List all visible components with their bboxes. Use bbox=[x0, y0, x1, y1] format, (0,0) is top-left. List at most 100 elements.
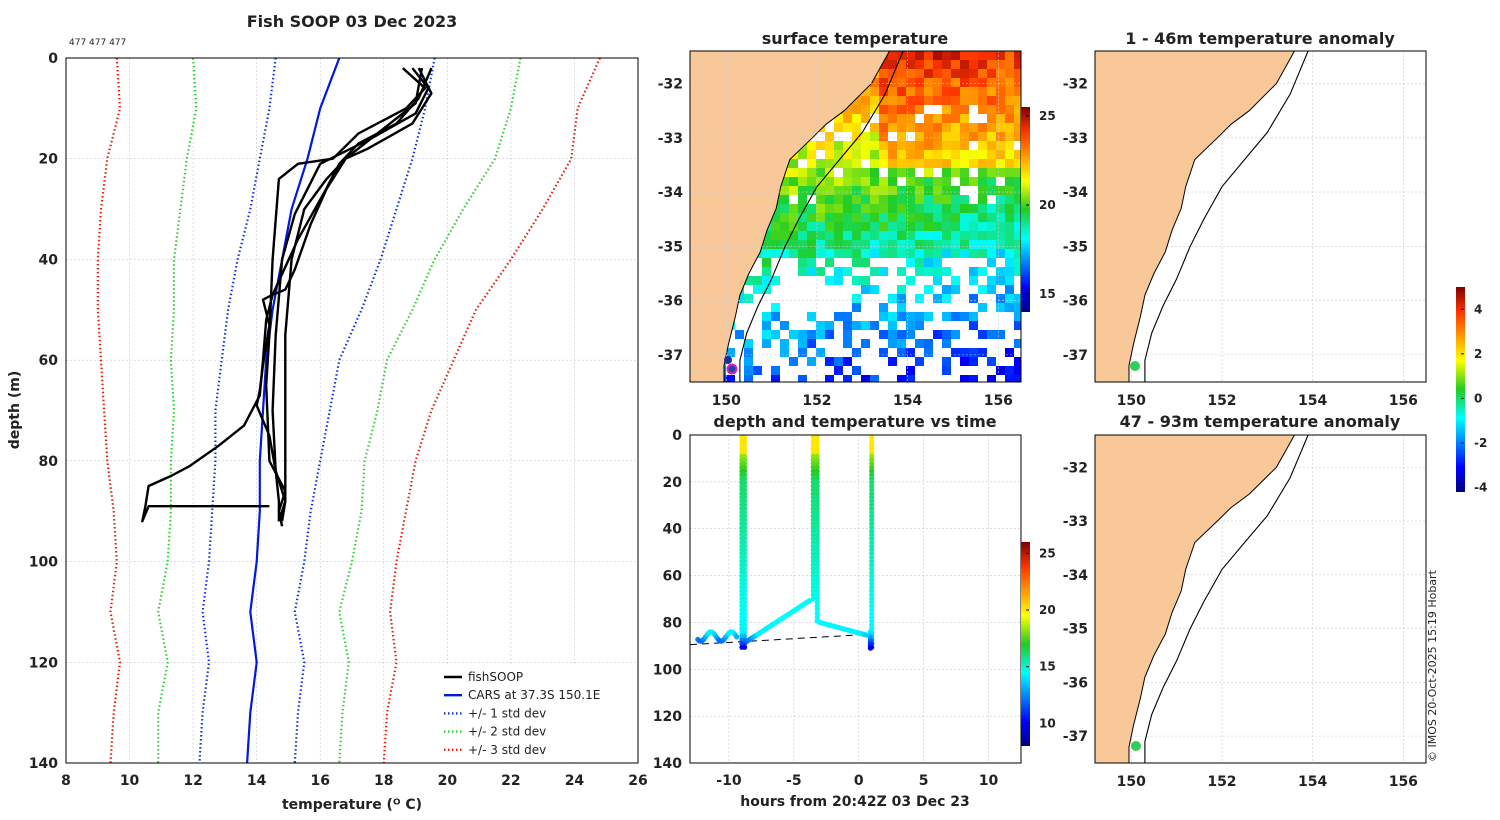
depth-temp-point bbox=[741, 513, 748, 519]
sst-cell bbox=[1005, 276, 1014, 285]
lat-tick-label: -35 bbox=[1063, 622, 1088, 638]
depth-temp-point bbox=[810, 438, 816, 444]
sst-cell bbox=[1005, 267, 1014, 276]
sst-cell bbox=[942, 150, 951, 159]
sst-cell bbox=[942, 177, 951, 186]
sst-cell bbox=[789, 330, 798, 339]
sst-cell bbox=[771, 213, 780, 222]
sst-cell bbox=[906, 321, 915, 330]
sst-cell bbox=[906, 141, 915, 150]
sst-cell bbox=[1005, 123, 1014, 132]
sst-cell bbox=[978, 213, 987, 222]
sst-cell bbox=[843, 186, 852, 195]
sst-cell bbox=[807, 249, 816, 258]
sst-cell bbox=[996, 114, 1005, 123]
sst-cell bbox=[978, 51, 987, 60]
sst-cell bbox=[735, 330, 744, 339]
depth-temp-point bbox=[810, 494, 816, 500]
sst-cell bbox=[861, 150, 870, 159]
sst-cell bbox=[807, 267, 816, 276]
depth-temp-point bbox=[814, 580, 820, 587]
sst-cell bbox=[933, 276, 942, 285]
isobath-contour bbox=[1144, 435, 1309, 763]
sst-cell bbox=[1014, 312, 1021, 321]
depth-temp-point bbox=[814, 584, 820, 590]
sst-cell bbox=[897, 249, 906, 258]
sst-cell bbox=[915, 267, 924, 276]
sst-cell bbox=[843, 159, 852, 168]
sst-cell bbox=[960, 132, 969, 141]
lon-tick-label: 154 bbox=[1298, 774, 1327, 790]
sst-cell bbox=[933, 186, 942, 195]
sst-cell bbox=[1014, 168, 1021, 177]
colorbar-tick-label: 2 bbox=[1474, 347, 1482, 361]
sst-cell bbox=[924, 339, 933, 348]
sst-cell bbox=[861, 168, 870, 177]
depth-temp-point bbox=[741, 539, 748, 545]
sst-cell bbox=[987, 240, 996, 249]
sst-cell bbox=[969, 60, 978, 69]
depth-temp-point bbox=[869, 509, 875, 515]
depth-temp-point bbox=[814, 453, 820, 459]
sst-cell bbox=[780, 213, 789, 222]
sst-cell bbox=[924, 69, 933, 78]
sst-cell bbox=[978, 303, 987, 312]
sst-cell bbox=[816, 267, 825, 276]
sst-cell bbox=[870, 96, 879, 105]
sst-cell bbox=[960, 87, 969, 96]
sst-cell bbox=[996, 87, 1005, 96]
fishsoop-cast-line bbox=[265, 67, 427, 527]
sst-cell bbox=[942, 69, 951, 78]
std1-plus-line bbox=[293, 58, 436, 763]
sst-cell bbox=[906, 114, 915, 123]
sst-cell bbox=[924, 123, 933, 132]
sst-cell bbox=[960, 177, 969, 186]
x-tick-label: 20 bbox=[438, 773, 458, 789]
sst-cell bbox=[825, 231, 834, 240]
depth-temp-point bbox=[869, 565, 875, 572]
sst-cell bbox=[942, 78, 951, 87]
sst-cell bbox=[933, 267, 942, 276]
sst-cell bbox=[726, 375, 735, 382]
sst-cell bbox=[816, 204, 825, 213]
sst-cell bbox=[834, 141, 843, 150]
depth-temp-point bbox=[869, 494, 875, 500]
depth-temp-point bbox=[741, 592, 748, 598]
sst-cell bbox=[744, 357, 753, 366]
sst-cell bbox=[915, 51, 924, 60]
land-mass bbox=[1095, 435, 1295, 763]
lon-tick-label: 150 bbox=[1117, 774, 1146, 790]
sst-cell bbox=[852, 195, 861, 204]
depth-temp-point bbox=[869, 573, 875, 579]
profile-xlabel: temperature (ᴼ C) bbox=[282, 797, 422, 813]
sst-cell bbox=[1005, 177, 1014, 186]
profile-grid bbox=[65, 57, 639, 764]
sst-cell bbox=[942, 186, 951, 195]
sst-cell bbox=[807, 168, 816, 177]
depth-temp-point bbox=[814, 442, 820, 448]
depth-temp-point bbox=[869, 592, 875, 598]
sst-cell bbox=[987, 222, 996, 231]
sst-cell bbox=[816, 159, 825, 168]
sst-cell bbox=[834, 186, 843, 195]
sst-cell bbox=[969, 222, 978, 231]
sst-cell bbox=[843, 321, 852, 330]
y-tick-label: 80 bbox=[39, 454, 59, 470]
sst-cell bbox=[807, 357, 816, 366]
profile-ylabel: depth (m) bbox=[7, 371, 23, 449]
sst-cell bbox=[798, 348, 807, 357]
sst-cell bbox=[942, 267, 951, 276]
depth-temp-point bbox=[869, 524, 875, 530]
sst-cell bbox=[915, 60, 924, 69]
sst-cell bbox=[942, 195, 951, 204]
sst-cell bbox=[942, 330, 951, 339]
sst-cell bbox=[843, 150, 852, 159]
sst-cell bbox=[762, 240, 771, 249]
lat-tick-label: -34 bbox=[658, 185, 684, 201]
sst-cell bbox=[978, 123, 987, 132]
sst-cell bbox=[807, 312, 816, 321]
sst-cell bbox=[1005, 150, 1014, 159]
sst-cell bbox=[933, 294, 942, 303]
std1-minus-line bbox=[198, 58, 277, 763]
